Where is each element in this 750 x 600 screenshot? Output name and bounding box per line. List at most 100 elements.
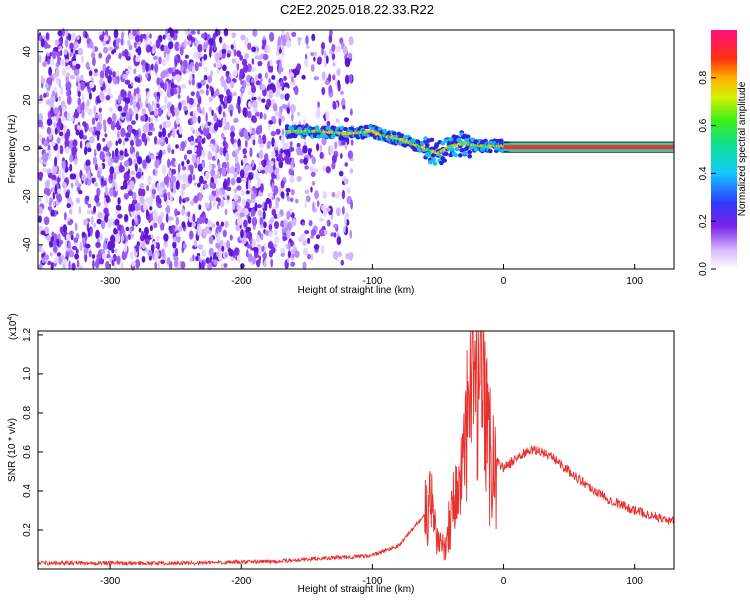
noise-cell xyxy=(341,189,346,200)
noise-cell xyxy=(206,84,209,90)
noise-cell xyxy=(345,227,349,233)
noise-cell xyxy=(102,63,107,73)
noise-cell xyxy=(151,188,157,195)
noise-cell xyxy=(282,236,288,241)
noise-cell xyxy=(280,252,286,257)
noise-cell xyxy=(79,81,86,91)
noise-cell xyxy=(116,255,121,265)
noise-cell xyxy=(108,70,113,76)
noise-cell xyxy=(189,126,195,131)
noise-cell xyxy=(48,133,52,141)
ridge-cell xyxy=(343,126,348,132)
noise-cell xyxy=(273,243,278,248)
noise-cell xyxy=(290,103,296,114)
noise-cell xyxy=(69,230,74,236)
noise-cell xyxy=(66,95,72,105)
noise-cell xyxy=(154,159,160,169)
noise-cell xyxy=(262,251,267,260)
noise-cell xyxy=(110,120,116,131)
noise-cell xyxy=(150,244,155,252)
noise-cell xyxy=(43,93,47,98)
noise-cell xyxy=(107,117,112,125)
noise-cell xyxy=(273,229,278,236)
noise-cell xyxy=(73,237,79,244)
noise-cell xyxy=(340,259,344,266)
noise-cell xyxy=(84,31,88,39)
noise-cell xyxy=(280,135,285,144)
noise-cell xyxy=(163,48,167,59)
noise-cell xyxy=(66,233,71,241)
noise-cell xyxy=(306,44,310,49)
noise-cell xyxy=(43,41,49,49)
noise-cell xyxy=(163,95,168,105)
noise-cell xyxy=(240,80,244,85)
noise-cell xyxy=(188,34,192,41)
noise-cell xyxy=(271,173,276,180)
noise-cell xyxy=(130,139,134,147)
noise-cell xyxy=(284,155,290,165)
noise-cell xyxy=(168,216,174,221)
noise-cell xyxy=(252,28,258,37)
noise-cell xyxy=(134,134,139,139)
noise-cell xyxy=(285,39,292,48)
noise-cell xyxy=(239,130,244,138)
noise-cell xyxy=(47,206,53,211)
noise-cell xyxy=(134,215,138,223)
noise-cell xyxy=(152,169,156,176)
noise-cell xyxy=(183,106,188,111)
noise-cell xyxy=(201,149,206,158)
noise-cell xyxy=(105,94,111,101)
noise-cell xyxy=(264,201,268,212)
noise-cell xyxy=(221,245,225,252)
noise-cell xyxy=(300,233,306,242)
noise-cell xyxy=(142,159,147,169)
noise-cell xyxy=(208,96,213,102)
noise-cell xyxy=(73,42,79,49)
noise-cell xyxy=(99,34,104,41)
noise-cell xyxy=(58,169,62,179)
noise-cell xyxy=(129,172,132,179)
noise-cell xyxy=(40,230,46,236)
noise-cell xyxy=(120,262,124,269)
noise-cell xyxy=(334,141,338,150)
noise-cell xyxy=(43,140,49,147)
noise-cell xyxy=(147,249,153,257)
noise-cell xyxy=(52,192,56,200)
noise-cell xyxy=(257,54,262,61)
noise-cell xyxy=(77,81,81,92)
noise-cell xyxy=(85,61,90,70)
noise-cell xyxy=(292,218,297,226)
noise-cell xyxy=(59,239,64,245)
noise-cell xyxy=(335,45,342,53)
noise-cell xyxy=(161,58,167,67)
noise-cell xyxy=(81,231,86,239)
noise-cell xyxy=(38,197,42,202)
noise-cell xyxy=(57,144,61,155)
noise-cell xyxy=(245,190,250,195)
noise-cell xyxy=(163,233,169,242)
noise-cell xyxy=(313,168,319,173)
noise-cell xyxy=(252,127,256,136)
noise-cell xyxy=(314,51,317,56)
noise-cell xyxy=(71,173,77,180)
noise-cell xyxy=(259,216,264,225)
x-tick-label: 0 xyxy=(501,276,507,287)
noise-cell xyxy=(181,161,185,167)
noise-cell xyxy=(64,211,67,221)
noise-cell xyxy=(152,193,155,200)
noise-cell xyxy=(96,187,101,197)
ridge-cell xyxy=(453,152,458,158)
noise-cell xyxy=(190,91,195,96)
noise-cell xyxy=(263,113,267,120)
noise-cell xyxy=(69,42,74,50)
ridge-cell xyxy=(424,142,430,148)
noise-cell xyxy=(193,51,199,59)
noise-cell xyxy=(271,75,276,80)
noise-cell xyxy=(48,97,54,108)
noise-cell xyxy=(60,86,64,96)
noise-cell xyxy=(129,227,132,234)
noise-cell xyxy=(219,36,223,44)
noise-cell xyxy=(213,112,218,122)
noise-cell xyxy=(191,154,197,163)
noise-cell xyxy=(275,199,279,209)
